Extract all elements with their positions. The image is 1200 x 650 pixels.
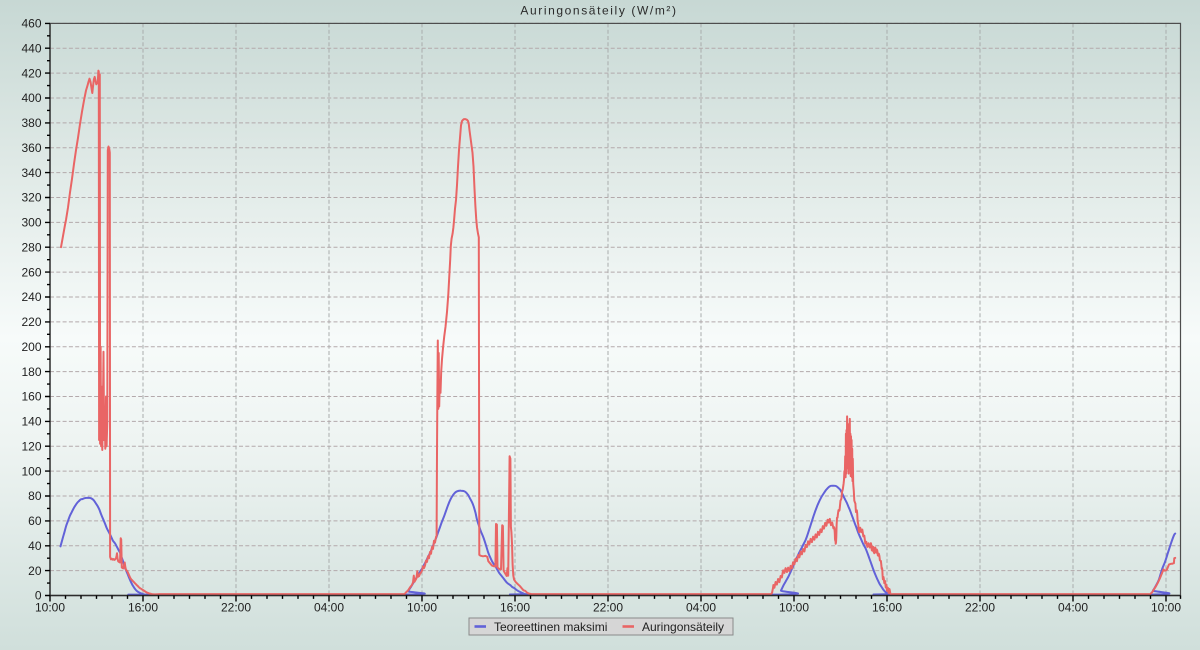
svg-text:20: 20 (28, 564, 42, 578)
svg-text:400: 400 (21, 91, 41, 105)
svg-text:04:00: 04:00 (1058, 601, 1088, 615)
svg-text:200: 200 (21, 340, 41, 354)
svg-text:120: 120 (21, 439, 41, 453)
svg-text:340: 340 (21, 166, 41, 180)
svg-text:04:00: 04:00 (686, 601, 716, 615)
svg-text:80: 80 (28, 489, 42, 503)
svg-text:10:00: 10:00 (1151, 601, 1181, 615)
svg-text:Auringonsäteily (W/m²): Auringonsäteily (W/m²) (520, 4, 677, 18)
svg-text:360: 360 (21, 141, 41, 155)
svg-text:22:00: 22:00 (593, 601, 623, 615)
svg-text:10:00: 10:00 (407, 601, 437, 615)
svg-text:10:00: 10:00 (35, 601, 65, 615)
svg-text:440: 440 (21, 42, 41, 56)
svg-text:60: 60 (28, 514, 42, 528)
svg-text:180: 180 (21, 365, 41, 379)
svg-text:Teoreettinen maksimi: Teoreettinen maksimi (494, 620, 607, 634)
svg-text:10:00: 10:00 (779, 601, 809, 615)
svg-text:160: 160 (21, 390, 41, 404)
svg-text:100: 100 (21, 464, 41, 478)
svg-text:420: 420 (21, 66, 41, 80)
svg-text:300: 300 (21, 216, 41, 230)
svg-text:16:00: 16:00 (128, 601, 158, 615)
svg-text:280: 280 (21, 240, 41, 254)
svg-text:16:00: 16:00 (500, 601, 530, 615)
svg-text:04:00: 04:00 (314, 601, 344, 615)
svg-text:22:00: 22:00 (965, 601, 995, 615)
svg-text:460: 460 (21, 17, 41, 31)
svg-text:40: 40 (28, 539, 42, 553)
svg-text:0: 0 (35, 589, 42, 603)
svg-text:260: 260 (21, 265, 41, 279)
svg-text:Auringonsäteily: Auringonsäteily (642, 620, 724, 634)
svg-text:16:00: 16:00 (872, 601, 902, 615)
svg-text:220: 220 (21, 315, 41, 329)
svg-text:380: 380 (21, 116, 41, 130)
svg-text:140: 140 (21, 415, 41, 429)
svg-text:240: 240 (21, 290, 41, 304)
svg-text:22:00: 22:00 (221, 601, 251, 615)
svg-text:320: 320 (21, 191, 41, 205)
